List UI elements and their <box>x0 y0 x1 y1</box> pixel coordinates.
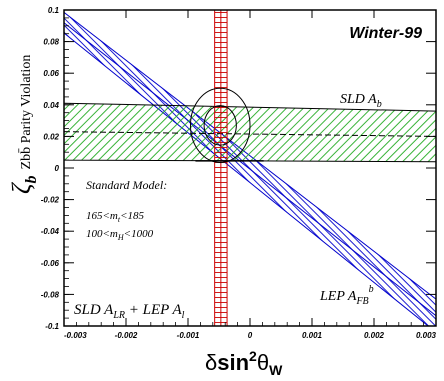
lep-afb-band-center <box>64 22 436 317</box>
y-tick-label: -0.1 <box>45 322 59 331</box>
x-axis-ticks: -0.003 -0.002 -0.001 0 0.001 0.002 0.003 <box>63 10 437 340</box>
x-tick-label: -0.002 <box>115 331 138 340</box>
sld-ab-label: SLD Ab <box>340 92 382 110</box>
x-tick-label: 0.003 <box>416 331 437 340</box>
y-axis-label: ζbZbb̄ Parity Violation <box>7 55 40 194</box>
chart-title: Winter-99 <box>349 25 422 42</box>
x-tick-label: -0.003 <box>64 331 87 340</box>
y-tick-label: 0.08 <box>43 38 59 47</box>
mt-range-label: 165<mt<185 <box>86 210 145 224</box>
standard-model-label: Standard Model: <box>86 178 167 192</box>
mh-range-label: 100<mH<1000 <box>86 228 154 242</box>
contour-inner-ellipse <box>203 105 237 146</box>
y-tick-label: -0.06 <box>41 259 60 268</box>
x-tick-label: 0.001 <box>302 331 323 340</box>
y-axis-ticks: -0.1 -0.08 -0.06 -0.04 -0.02 0 0.02 0.04 0.06 0.0… <box>41 6 436 331</box>
x-tick-label: 0 <box>248 331 253 340</box>
y-tick-label: -0.08 <box>41 290 60 299</box>
y-tick-label: 0.04 <box>43 101 59 110</box>
sld-alr-label: SLD ALR + LEP Al <box>74 302 185 321</box>
x-axis-label: δsin2θW <box>205 348 283 378</box>
svg-text:ζbZbb̄ Parity Violation: ζbZbb̄ Parity Violation <box>7 55 40 194</box>
y-tick-label: 0.02 <box>43 132 59 141</box>
lep-afb-label: LEP AFBb <box>319 284 374 307</box>
x-tick-label: 0.002 <box>364 331 385 340</box>
y-tick-label: 0.06 <box>43 69 59 78</box>
y-tick-label: 0 <box>55 164 60 173</box>
y-tick-label: -0.02 <box>41 196 60 205</box>
lep-afb-band <box>64 11 436 326</box>
y-tick-label: 0.1 <box>48 6 60 15</box>
contour-outer-ellipse <box>189 87 251 163</box>
x-tick-label: -0.001 <box>177 331 200 340</box>
sld-ab-band-center <box>64 131 436 137</box>
y-tick-label: -0.04 <box>41 227 60 236</box>
